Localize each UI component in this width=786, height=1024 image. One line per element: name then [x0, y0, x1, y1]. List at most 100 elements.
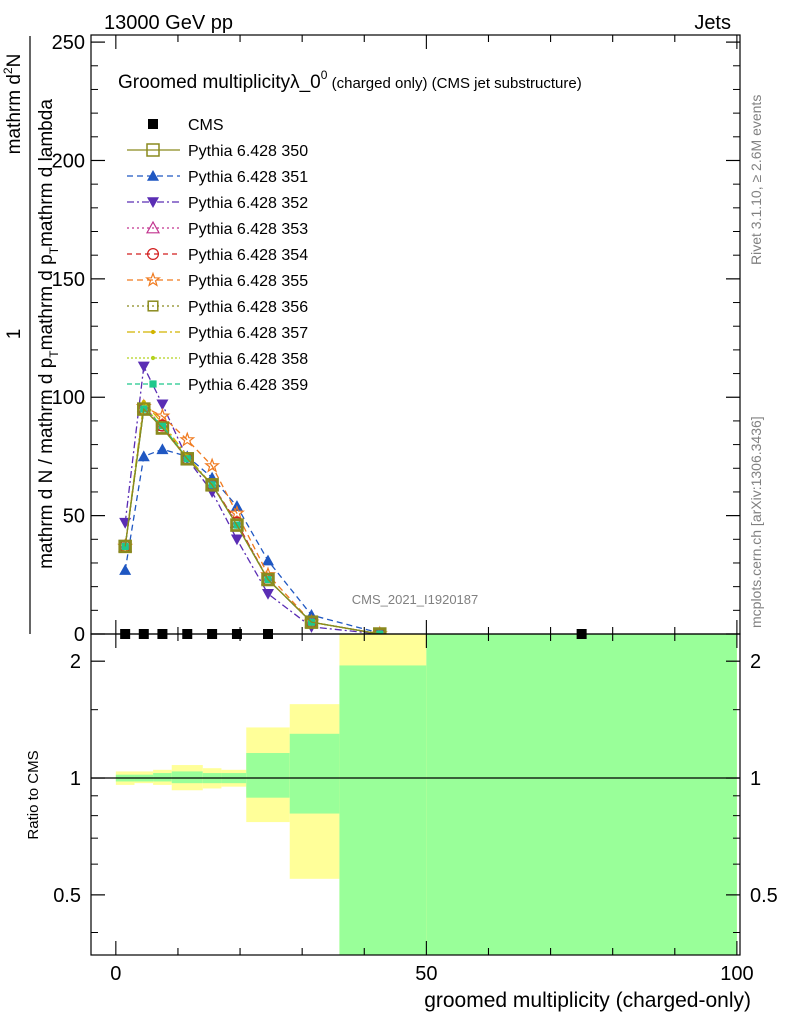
main-y-label-right: mathrm d2N — [1, 54, 25, 155]
series-marker — [156, 443, 169, 455]
legend-marker — [150, 355, 156, 361]
series-marker — [230, 518, 244, 532]
ratio-tick-label-right: 1 — [750, 768, 761, 790]
y-label-den-sub2: T — [47, 246, 61, 254]
ratio-panel-frame — [90, 633, 741, 956]
legend-marker — [146, 143, 160, 157]
plot-title-main: Groomed multiplicityλ_0 — [118, 72, 321, 93]
series-marker — [204, 457, 221, 473]
legend-label: Pythia 6.428 353 — [188, 221, 308, 238]
x-tick-label: 50 — [415, 963, 437, 985]
ratio-green-band — [171, 771, 203, 784]
series-marker — [119, 564, 132, 575]
plot-title-sup: 0 — [321, 68, 328, 82]
series-marker — [206, 479, 218, 491]
y-tick-label: 50 — [63, 506, 85, 528]
ratio-y-label: Ratio to CMS — [25, 750, 42, 839]
series-pythia-6-428-351 — [119, 443, 384, 634]
series-marker — [262, 573, 274, 586]
series-marker — [155, 421, 170, 435]
series-line — [124, 400, 380, 634]
legend-label: Pythia 6.428 357 — [188, 325, 308, 342]
series-line — [124, 405, 380, 634]
ratio-green-band — [289, 733, 340, 814]
ratio-tick-label-right: 0.5 — [750, 885, 778, 907]
legend-marker — [147, 300, 159, 312]
plot-title-rest: (charged only) (CMS jet substructure) — [327, 75, 581, 92]
legend-item: Pythia 6.428 358 — [127, 351, 308, 368]
y-label-numerator: 1 — [4, 329, 25, 340]
legend-item: Pythia 6.428 355 — [127, 271, 308, 290]
main-y-axis: 0 50 100 150 200 250 — [52, 32, 740, 646]
y-tick-label: 150 — [52, 269, 85, 291]
ratio-tick-label: 1 — [70, 768, 81, 790]
series-marker — [121, 542, 129, 550]
y-label-den-part3: mathrm d lambda — [36, 99, 57, 247]
ratio-green-band — [426, 634, 737, 955]
series-line — [124, 407, 380, 634]
legend-marker — [147, 248, 160, 261]
series-line — [124, 405, 380, 634]
series-line — [124, 405, 380, 634]
y-label-num-sup: 2 — [1, 67, 15, 74]
series-marker — [179, 431, 196, 447]
main-y-label: 1 mathrm d N / mathrm d pTmathrm d pTmat… — [4, 36, 61, 634]
y-label-den-part1: mathrm d N / mathrm d p — [36, 358, 57, 569]
rivet-version-text: Rivet 3.1.10, ≥ 2.6M events — [748, 95, 764, 265]
series-line — [124, 407, 380, 634]
legend-label: Pythia 6.428 359 — [188, 377, 308, 394]
series-marker — [305, 616, 318, 628]
ratio-green-band — [246, 753, 290, 798]
y-label-numerator-right: mathrm d2N — [1, 54, 25, 155]
series-line — [124, 448, 380, 634]
series-marker — [119, 540, 131, 552]
series-marker — [373, 627, 387, 634]
series-pythia-6-428-352 — [119, 361, 386, 634]
y-tick-label: 0 — [74, 624, 85, 646]
analysis-watermark: CMS_2021_I1920187 — [352, 592, 479, 607]
mc-series-layer — [117, 361, 388, 634]
legend: CMS Pythia 6.428 350 Pythia 6.428 351 Pythi… — [127, 117, 308, 394]
legend-item: Pythia 6.428 356 — [127, 299, 308, 316]
series-marker — [137, 450, 150, 462]
legend-marker-cms — [148, 119, 158, 129]
x-tick-label: 100 — [720, 963, 753, 985]
x-tick-label: 0 — [110, 963, 121, 985]
series-marker — [158, 422, 167, 430]
series-marker — [376, 630, 384, 634]
legend-item: Pythia 6.428 351 — [127, 169, 308, 186]
series-pythia-6-428-356 — [119, 403, 386, 634]
series-marker — [156, 399, 169, 411]
plot-title: Groomed multiplicityλ_00 (charged only) … — [118, 68, 582, 93]
y-label-den-part2: mathrm d p — [36, 254, 57, 350]
legend-item: Pythia 6.428 354 — [127, 247, 308, 264]
ratio-uncertainty-bands — [115, 634, 737, 955]
ratio-tick-label-right: 2 — [750, 651, 761, 673]
x-axis-label: groomed multiplicity (charged-only) — [424, 989, 751, 1012]
y-label-one: 1 — [4, 329, 25, 340]
series-marker — [304, 615, 319, 629]
ratio-y-axis: 0.5 0.5 1 1 2 2 — [53, 651, 778, 933]
legend-label: Pythia 6.428 354 — [188, 247, 308, 264]
legend-label: Pythia 6.428 352 — [188, 195, 308, 212]
series-line — [124, 407, 380, 634]
series-marker — [230, 534, 243, 546]
legend-label: Pythia 6.428 358 — [188, 351, 308, 368]
legend-item: Pythia 6.428 359 — [127, 377, 308, 394]
legend-label: CMS — [188, 117, 224, 134]
ratio-green-band — [339, 665, 427, 955]
series-pythia-6-428-353 — [118, 399, 384, 634]
series-pythia-6-428-357 — [123, 399, 382, 634]
legend-marker — [145, 220, 161, 234]
y-tick-label: 200 — [52, 150, 85, 172]
legend-item-cms: CMS — [148, 117, 224, 134]
legend-marker — [150, 329, 156, 335]
legend-label: Pythia 6.428 350 — [188, 143, 308, 160]
series-pythia-6-428-350 — [118, 402, 387, 634]
ratio-green-band — [153, 773, 172, 782]
legend-label: Pythia 6.428 356 — [188, 299, 308, 316]
ratio-tick-label: 0.5 — [53, 885, 81, 907]
y-label-num-n: N — [4, 54, 25, 68]
legend-marker — [147, 197, 159, 208]
series-pythia-6-428-355 — [117, 398, 388, 634]
